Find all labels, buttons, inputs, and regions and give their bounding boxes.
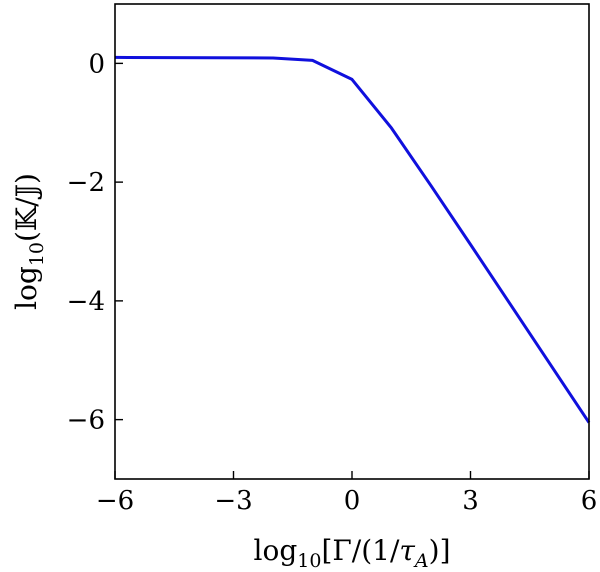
chart-marks (114, 55, 591, 424)
series-line (114, 55, 591, 424)
ticks: −6 −3 0 3 6 0 −2 −4 −6 (67, 49, 598, 516)
x-tick-label: −3 (214, 486, 252, 516)
y-tick-label: −4 (67, 287, 105, 317)
y-tick-label: −2 (67, 168, 105, 198)
y-axis-label: log10(𝕂/𝕁) (10, 173, 48, 310)
y-tick-label: −6 (67, 406, 105, 436)
x-tick-label: 3 (462, 486, 479, 516)
y-tick-label: 0 (88, 49, 105, 79)
x-axis-label: log10[Γ/(1/τA)] (254, 534, 451, 572)
plot-frame (114, 3, 590, 480)
x-tick-label: 6 (581, 486, 598, 516)
x-tick-label: −6 (96, 486, 134, 516)
x-tick-label: 0 (344, 486, 361, 516)
